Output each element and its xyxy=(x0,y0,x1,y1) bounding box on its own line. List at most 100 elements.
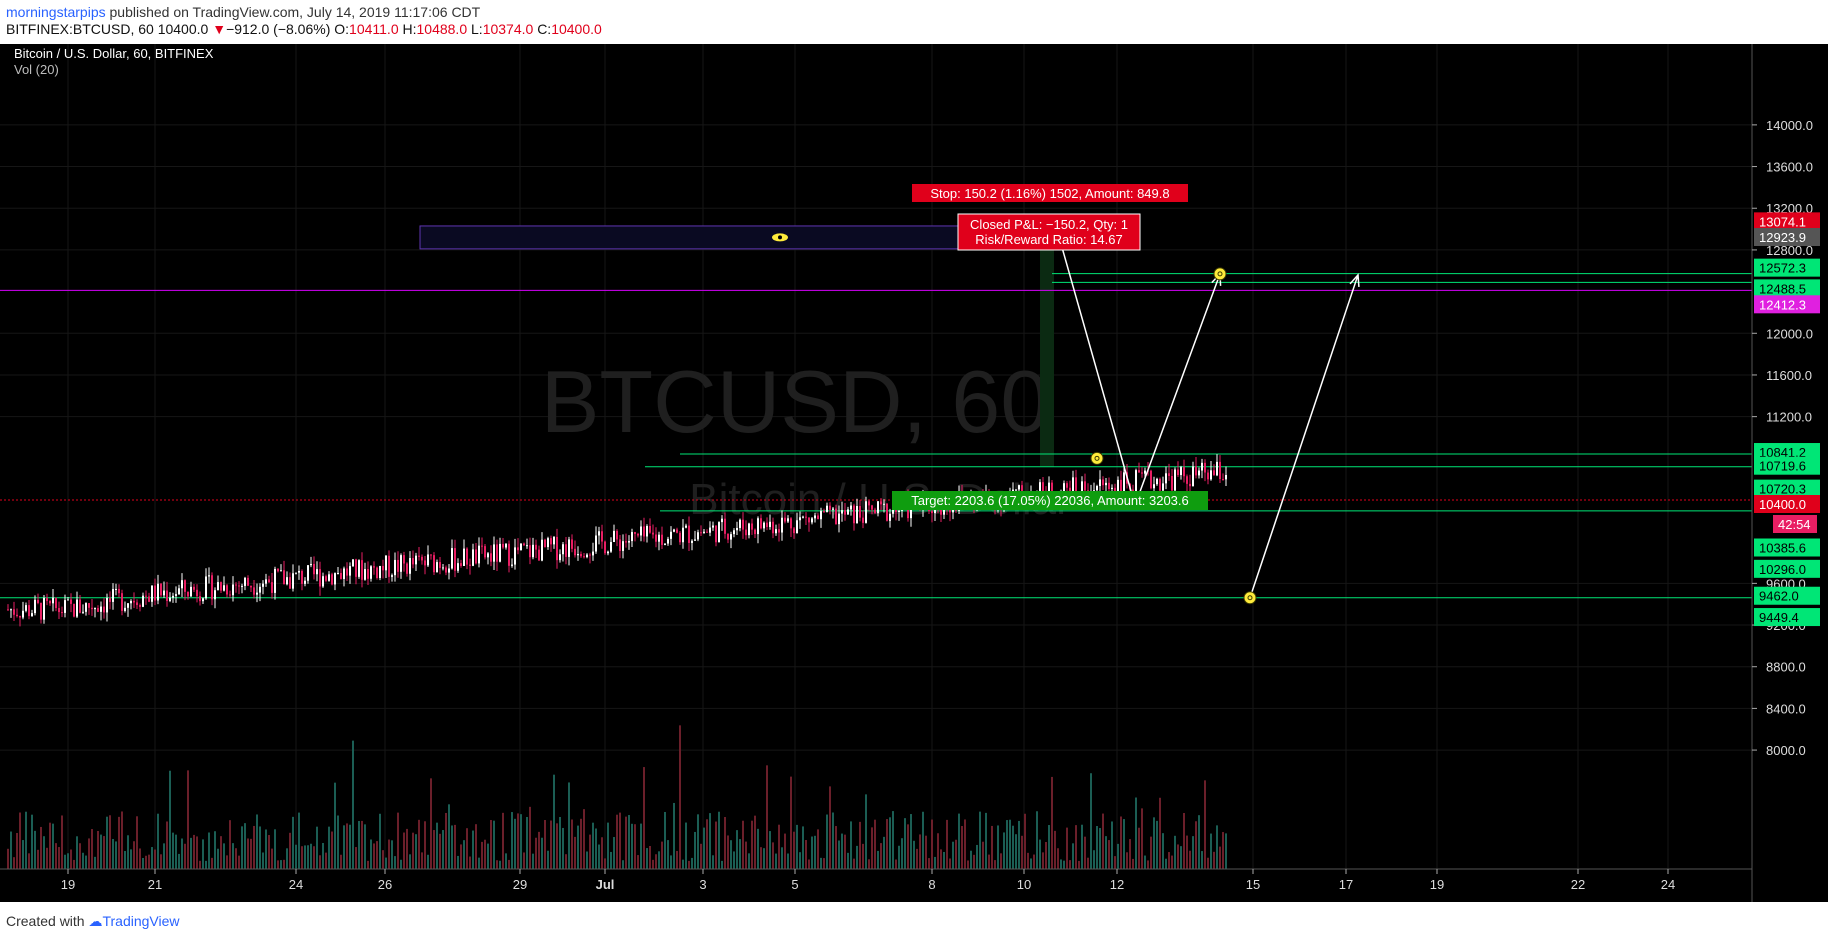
volume-bar xyxy=(349,824,351,869)
candle-body xyxy=(76,599,78,617)
volume-bar xyxy=(832,812,834,869)
candle-body xyxy=(328,574,330,581)
candle-body xyxy=(262,583,264,587)
volume-bar xyxy=(973,854,975,869)
candle-body xyxy=(841,510,843,514)
volume-bar xyxy=(1063,860,1065,869)
volume-bar xyxy=(91,829,93,869)
volume-bar xyxy=(1222,832,1224,869)
candle-body xyxy=(1018,485,1020,490)
candle-body xyxy=(271,582,273,593)
volume-bar xyxy=(496,860,498,869)
volume-bar xyxy=(844,834,846,869)
volume-bar xyxy=(13,857,15,869)
volume-bar xyxy=(238,855,240,869)
volume-bar xyxy=(811,836,813,869)
tradingview-brand[interactable]: TradingView xyxy=(102,913,180,929)
volume-bar xyxy=(877,850,879,869)
candle-body xyxy=(211,575,213,600)
candle-body xyxy=(91,607,93,610)
volume-bar xyxy=(523,852,525,869)
candle-body xyxy=(706,531,708,533)
candle-body xyxy=(670,531,672,539)
volume-bar xyxy=(457,855,459,869)
volume-bar xyxy=(412,832,414,869)
volume-bar xyxy=(133,841,135,869)
candle-body xyxy=(193,586,195,590)
candle-body xyxy=(1222,479,1224,481)
candle-body xyxy=(130,600,132,604)
volume-bar xyxy=(1048,825,1050,869)
volume-bar xyxy=(676,850,678,869)
volume-bar xyxy=(94,856,96,869)
candle-body xyxy=(604,541,606,554)
target-marker-icon-dot xyxy=(1217,271,1223,277)
volume-bar xyxy=(1078,860,1080,869)
volume-bar xyxy=(1009,819,1011,869)
candle-body xyxy=(298,570,300,573)
candle-body xyxy=(769,521,771,527)
volume-bar xyxy=(46,847,48,869)
candle-body xyxy=(715,525,717,543)
candle-body xyxy=(1135,470,1137,491)
price-label: 9449.4 xyxy=(1759,610,1799,625)
time-tick-label: 5 xyxy=(791,877,798,892)
candle-body xyxy=(1075,477,1077,493)
volume-bar xyxy=(670,855,672,869)
candle-body xyxy=(490,553,492,562)
candle-body xyxy=(10,609,12,611)
candle-body xyxy=(37,599,39,603)
candle-body xyxy=(865,501,867,523)
candle-body xyxy=(598,531,600,536)
price-chart[interactable]: BTCUSD, 60 Bitcoin / U.S. Dollar 14000.0… xyxy=(0,44,1828,902)
candle-body xyxy=(208,575,210,577)
symbol-line: BITFINEX:BTCUSD, 60 10400.0 ▼−912.0 (−8.… xyxy=(6,21,602,37)
volume-bar xyxy=(982,841,984,869)
candle-body xyxy=(337,572,339,574)
volume-bar xyxy=(763,848,765,869)
candle-body xyxy=(61,612,63,614)
candle-body xyxy=(619,539,621,551)
volume-bar xyxy=(703,827,705,869)
volume-bar xyxy=(334,782,336,869)
candle-body xyxy=(1150,470,1152,489)
candle-body xyxy=(826,505,828,513)
candle-body xyxy=(1015,489,1017,491)
candle-body xyxy=(442,567,444,569)
candle-body xyxy=(781,517,783,533)
candle-body xyxy=(73,603,75,617)
candle-body xyxy=(82,611,84,613)
volume-bar xyxy=(280,860,282,869)
chart-area[interactable]: BTCUSD, 60 Bitcoin / U.S. Dollar 14000.0… xyxy=(0,44,1828,902)
legend-title: Bitcoin / U.S. Dollar, 60, BITFINEX xyxy=(14,46,214,61)
target-marker-icon xyxy=(1213,267,1227,281)
time-tick-label: 10 xyxy=(1017,877,1031,892)
candle-body xyxy=(58,608,60,613)
volume-bar xyxy=(34,830,36,869)
candle-body xyxy=(487,553,489,558)
volume-bar xyxy=(289,832,291,869)
publish-date: published on TradingView.com, July 14, 2… xyxy=(109,4,481,20)
time-tick-label: 19 xyxy=(61,877,75,892)
volume-bar xyxy=(1210,833,1212,869)
volume-bar xyxy=(1000,853,1002,869)
candle-body xyxy=(118,588,120,594)
volume-bar xyxy=(1207,857,1209,869)
candle-body xyxy=(871,505,873,510)
candle-body xyxy=(877,501,879,514)
candle-body xyxy=(688,525,690,543)
volume-bar xyxy=(55,843,57,869)
candle-body xyxy=(223,585,225,591)
volume-bar xyxy=(343,825,345,869)
volume-bar xyxy=(592,822,594,869)
watermark-symbol: BTCUSD, 60 xyxy=(541,352,1050,451)
volume-bar xyxy=(262,852,264,869)
candle-body xyxy=(820,511,822,520)
volume-bar xyxy=(976,844,978,869)
candle-body xyxy=(859,506,861,518)
volume-bar xyxy=(826,814,828,869)
author-link[interactable]: morningstarpips xyxy=(6,4,106,20)
volume-bar xyxy=(607,822,609,869)
candle-body xyxy=(1066,483,1068,488)
volume-bar xyxy=(1039,839,1041,869)
